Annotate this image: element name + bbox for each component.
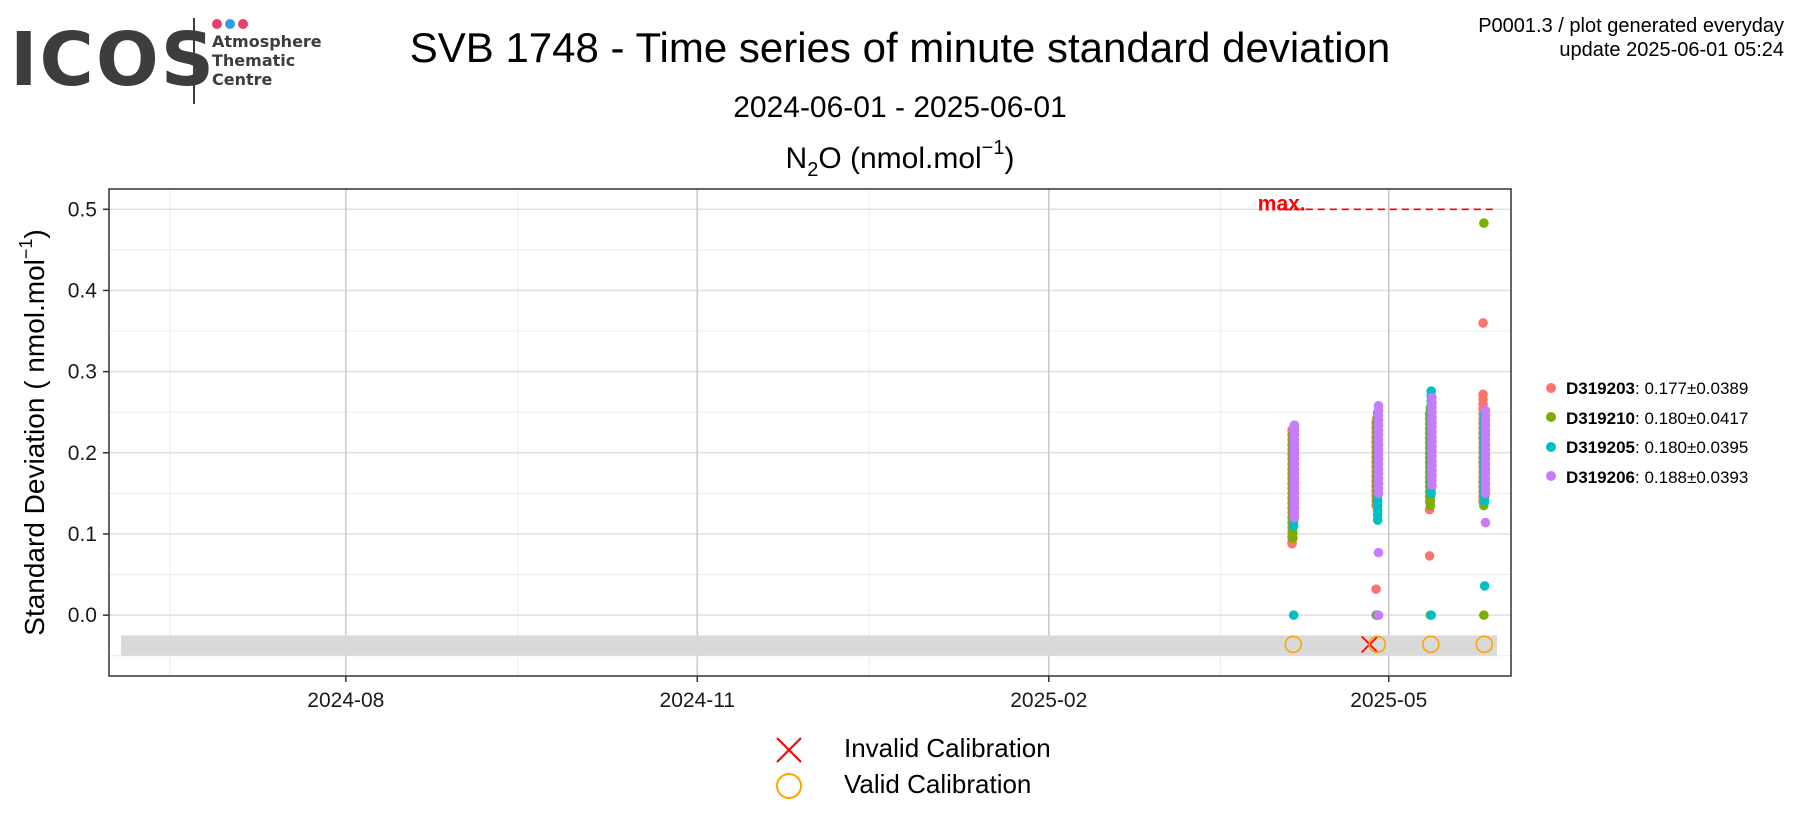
data-point	[1480, 405, 1491, 416]
logo-dot	[238, 19, 248, 29]
page-title: SVB 1748 - Time series of minute standar…	[409, 24, 1391, 71]
valid-calibration-circle-icon	[776, 773, 802, 800]
legend-series-stats: : 0.180±0.0417	[1635, 408, 1749, 428]
data-point-outlier	[1288, 610, 1299, 620]
calibration-legend-label: Valid Calibration	[844, 769, 1032, 799]
valid-calibration-marker	[1475, 635, 1494, 654]
logo-wordmark: ICOS	[10, 17, 217, 103]
legend-series-name: D319205	[1566, 438, 1636, 457]
logo-subtitle: Atmosphere Thematic Centre	[212, 32, 342, 89]
x-tick-label: 2024-08	[307, 689, 384, 712]
y-tick-label: 0.5	[68, 198, 97, 221]
data-point-outlier	[1478, 318, 1488, 328]
data-point-outlier	[1479, 610, 1489, 620]
x-tick-label: 2025-05	[1350, 689, 1427, 712]
calibration-band	[121, 635, 1497, 656]
valid-calibration-marker	[1284, 635, 1303, 654]
logo-dot	[212, 19, 222, 29]
update-timestamp: update 2025-06-01 05:24	[1559, 39, 1784, 61]
page-subtitle: 2024-06-01 - 2025-06-01	[733, 91, 1067, 124]
logo-subtitle-line: Atmosphere	[212, 32, 322, 51]
data-point	[1373, 400, 1384, 411]
legend-series-stats: : 0.180±0.0395	[1635, 438, 1749, 457]
plot-panel-border	[108, 188, 1512, 677]
data-point-outlier	[1424, 551, 1435, 561]
data-point-outlier	[1426, 610, 1436, 620]
logo-dot	[225, 19, 235, 29]
legend-marker	[1546, 441, 1556, 452]
invalid-calibration-cross-icon	[776, 737, 802, 763]
legend-series-stats: : 0.188±0.0393	[1635, 467, 1749, 487]
legend-series-name: D319206	[1566, 467, 1636, 487]
plot-metadata: P0001.3 / plot generated everyday update…	[1478, 14, 1784, 62]
data-point-outlier	[1479, 581, 1490, 591]
data-point-outlier	[1479, 218, 1489, 228]
calibration-legend: Invalid Calibration Valid Calibration	[772, 730, 1051, 802]
data-point-outlier	[1373, 547, 1384, 558]
plot-generated-note: P0001.3 / plot generated everyday	[1478, 15, 1784, 37]
legend-item: D319206: 0.188±0.0393	[1546, 465, 1748, 495]
logo-subtitle-line: Thematic	[212, 51, 296, 70]
data-point-outlier	[1480, 517, 1491, 528]
legend-series-name: D319203	[1566, 379, 1636, 398]
panel-title: N2O (nmol.mol−1)	[786, 137, 1015, 181]
legend-marker	[1546, 412, 1556, 423]
y-tick-label: 0.2	[68, 442, 97, 465]
logo-separator	[193, 18, 195, 104]
legend-marker	[1546, 471, 1556, 482]
valid-calibration-marker	[1368, 635, 1387, 654]
legend-item: D319210: 0.180±0.0417	[1546, 406, 1748, 436]
legend-marker	[1546, 382, 1556, 393]
max-threshold-label: max.	[1258, 192, 1306, 215]
legend-item: D319205: 0.180±0.0395	[1546, 435, 1748, 465]
data-point-outlier	[1373, 610, 1384, 620]
legend-series-name: D319210	[1566, 408, 1636, 428]
data-point	[1289, 420, 1300, 430]
y-tick-label: 0.0	[68, 604, 97, 627]
legend-item: D319203: 0.177±0.0389	[1546, 376, 1748, 406]
calibration-legend-item: Valid Calibration	[772, 766, 1051, 802]
y-tick-label: 0.1	[68, 523, 97, 546]
calibration-legend-label: Invalid Calibration	[844, 733, 1051, 763]
data-point-outlier	[1371, 584, 1381, 594]
calibration-legend-item: Invalid Calibration	[772, 730, 1051, 766]
logo-subtitle-line: Centre	[212, 70, 273, 89]
x-tick-label: 2024-11	[660, 689, 736, 712]
icos-logo: ICOS Atmosphere Thematic Centre	[10, 14, 340, 106]
y-axis-label: Standard Deviation ( nmol.mol−1)	[16, 229, 50, 635]
data-point	[1478, 389, 1488, 400]
x-tick-label: 2025-02	[1010, 689, 1087, 712]
y-tick-label: 0.3	[68, 361, 97, 384]
logo-dots	[212, 16, 251, 34]
data-point	[1427, 392, 1437, 403]
legend-series-stats: : 0.177±0.0389	[1635, 379, 1749, 398]
y-tick-label: 0.4	[68, 279, 98, 302]
valid-calibration-marker	[1421, 635, 1440, 654]
series-legend: D319203: 0.177±0.0389 D319210: 0.180±0.0…	[1546, 376, 1748, 494]
data-point-outlier	[1288, 533, 1298, 543]
